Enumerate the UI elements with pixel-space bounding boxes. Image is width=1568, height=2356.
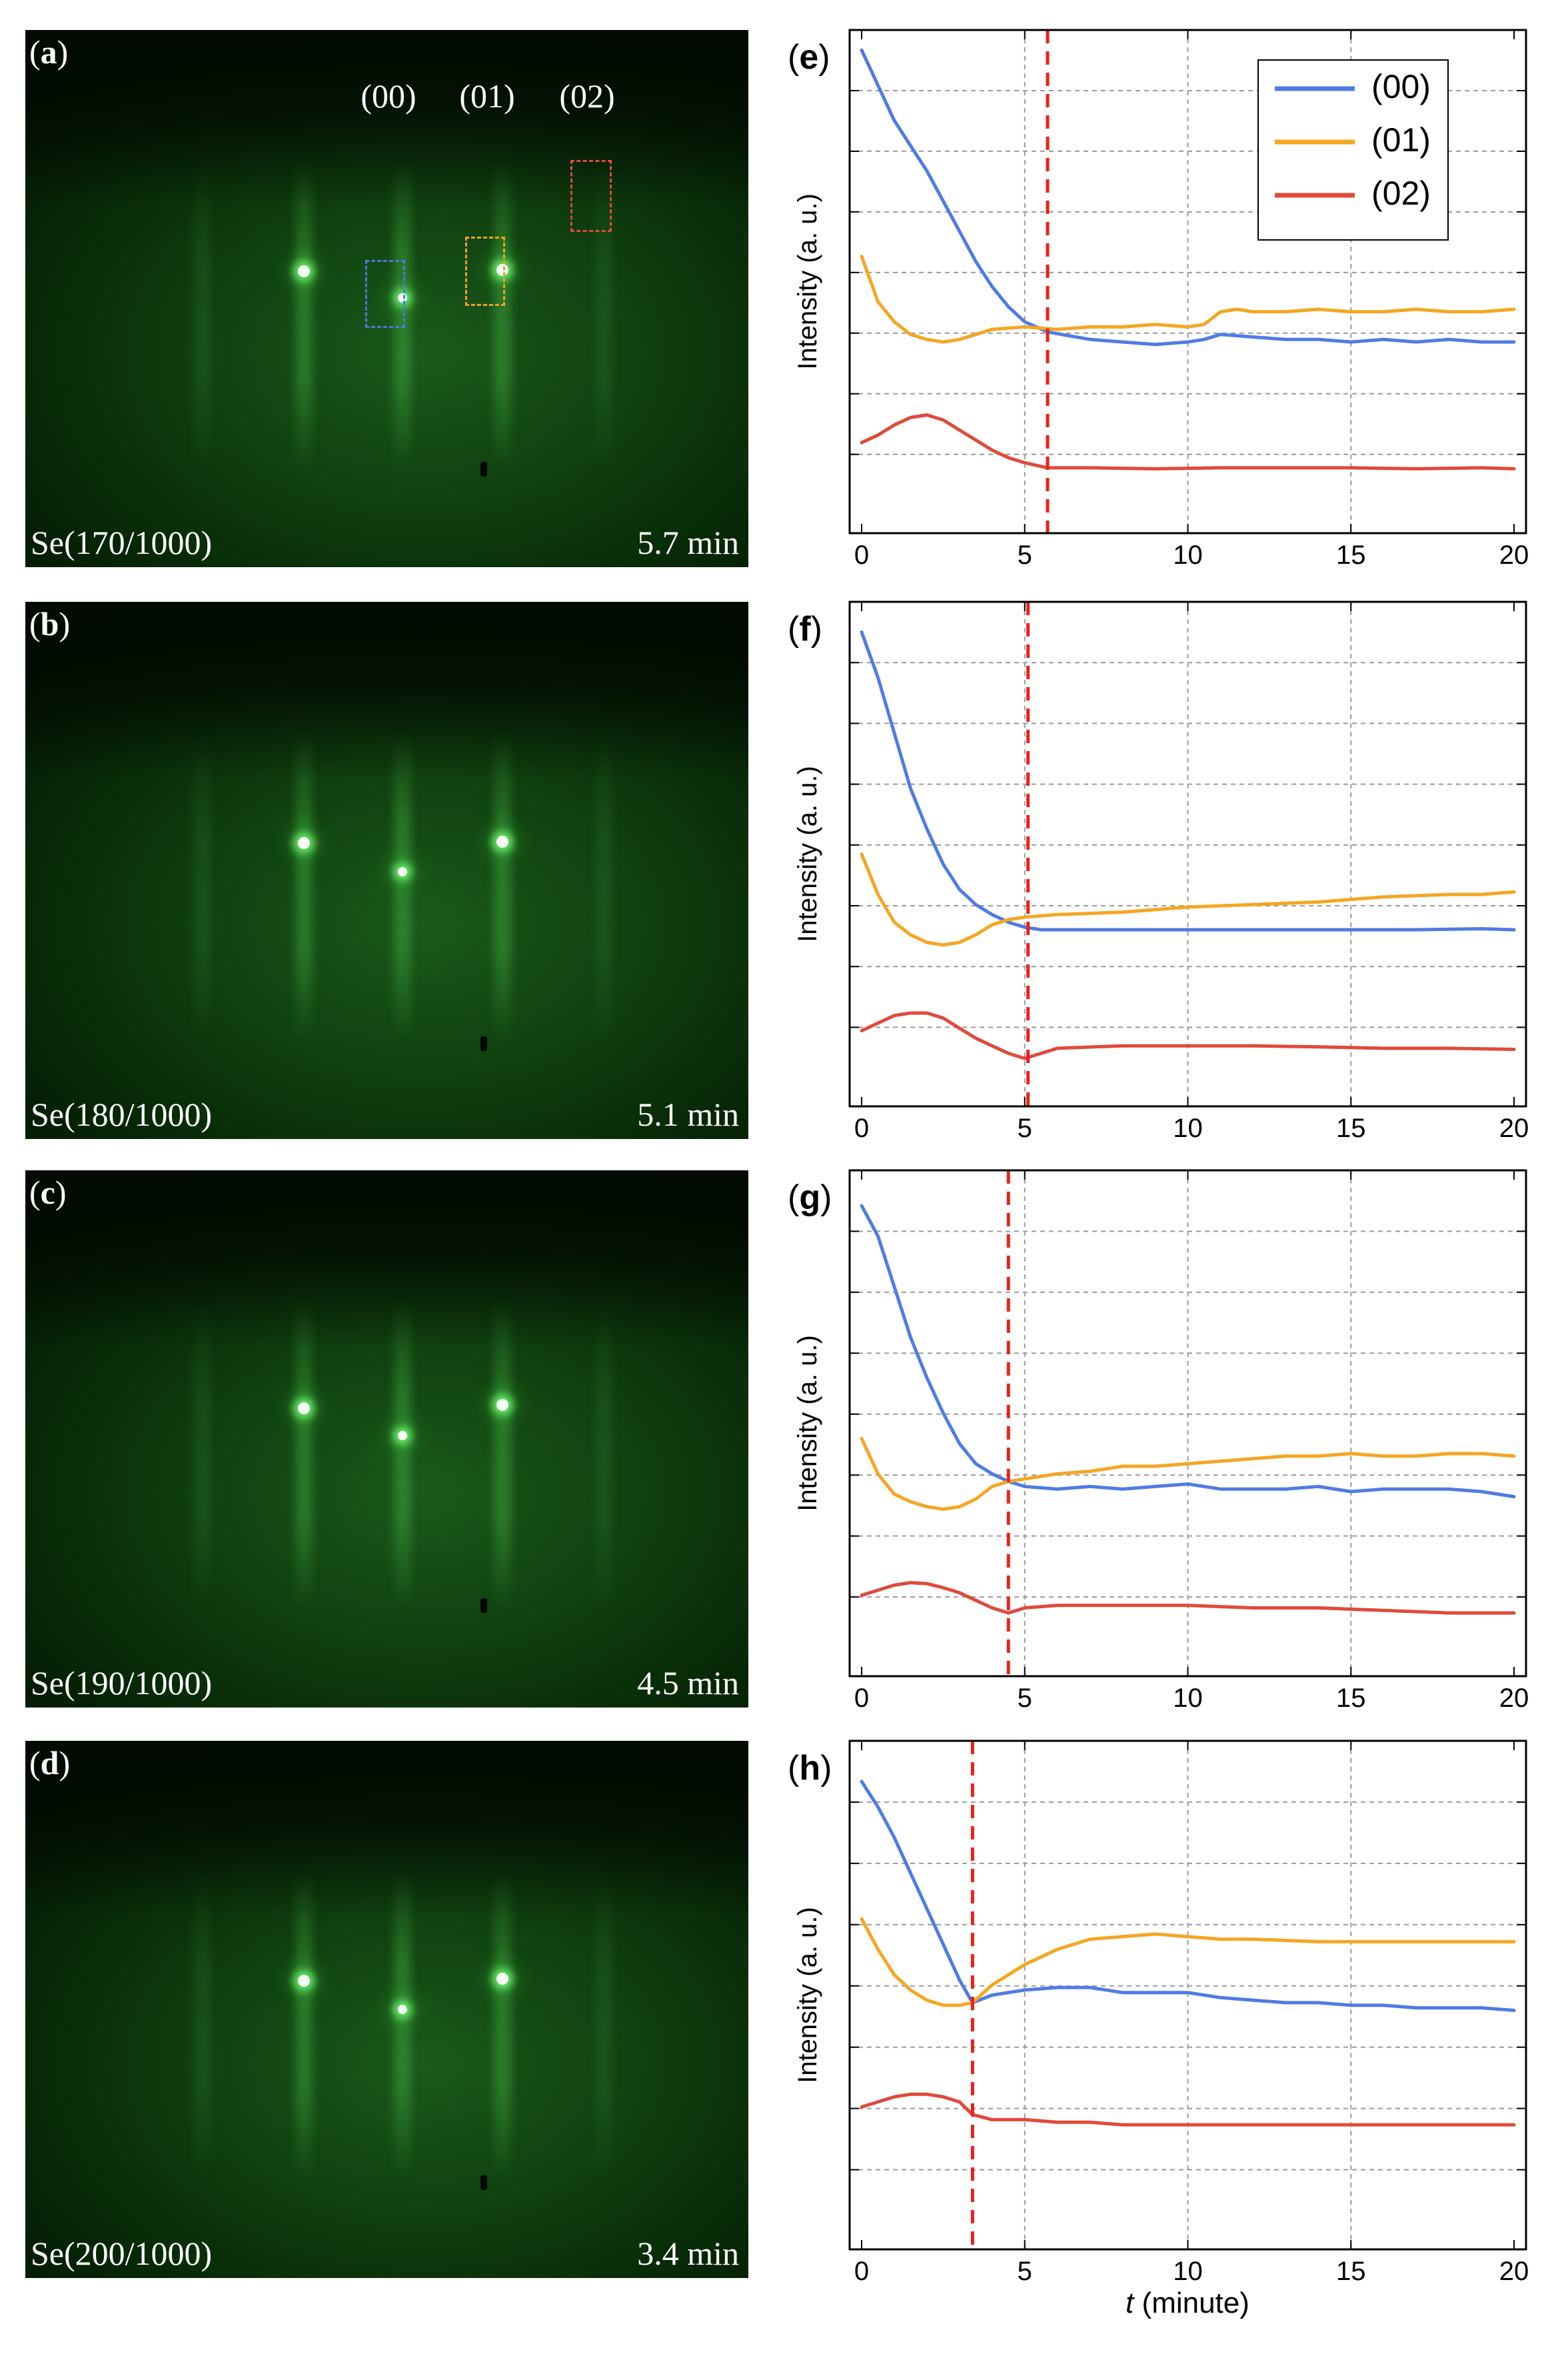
panel-label: (g): [788, 1178, 832, 1217]
x-tick-label: 5: [1018, 541, 1032, 570]
series-line-00: [860, 630, 1516, 932]
series-line-02: [860, 2092, 1516, 2127]
x-tick-label: 20: [1499, 541, 1529, 570]
x-tick-label: 0: [854, 1684, 869, 1713]
diffraction-spot: [398, 2005, 407, 2014]
diffraction-spot: [298, 1402, 310, 1414]
order-label-00: (00): [361, 77, 416, 115]
panel-label: (h): [788, 1749, 832, 1787]
time-label: 3.4 min: [637, 2235, 739, 2272]
x-tick-label: 15: [1336, 1684, 1366, 1713]
rheed-panel-a: (00) (01) (02) (a) Se(170/1000) 5.7 min: [25, 30, 748, 567]
x-tick-label: 20: [1499, 1114, 1529, 1143]
x-tick-label: 5: [1018, 1684, 1032, 1713]
time-label: 5.1 min: [637, 1096, 739, 1133]
plot-frame: [848, 1169, 1527, 1678]
y-axis-label: Intensity (a. u.): [793, 1907, 822, 2083]
order-label-01: (01): [459, 77, 515, 115]
plot-frame: [848, 600, 1527, 1108]
panel-label: (e): [788, 38, 830, 77]
x-tick-label: 15: [1336, 1114, 1366, 1143]
x-tick-label: 20: [1499, 2257, 1529, 2286]
x-tick-label: 10: [1173, 2257, 1203, 2286]
x-tick-label: 20: [1499, 1684, 1529, 1713]
y-axis-label: Intensity (a. u.): [793, 193, 822, 370]
diffraction-spot: [496, 264, 508, 276]
rheed-panel-c: (c) Se(190/1000) 4.5 min: [25, 1170, 748, 1708]
series-line-02: [860, 1011, 1516, 1060]
diffraction-spot: [496, 1973, 508, 1985]
x-tick-label: 0: [854, 1114, 869, 1143]
panel-label-c: (c): [29, 1174, 67, 1211]
legend-label: (01): [1371, 121, 1431, 159]
x-tick-label: 10: [1173, 1684, 1203, 1713]
x-tick-label: 10: [1173, 541, 1203, 570]
series-line-01: [860, 255, 1516, 344]
series-line-02: [860, 1581, 1516, 1615]
x-tick-label: 5: [1018, 1114, 1032, 1143]
panel-label: (f): [788, 610, 822, 648]
roi-box-01: [465, 237, 505, 306]
x-tick-label: 0: [854, 2257, 869, 2286]
panel-label-d: (d): [29, 1744, 71, 1781]
diffraction-spot: [496, 836, 508, 848]
rheed-panel-d: (d) Se(200/1000) 3.4 min: [25, 1741, 748, 2278]
y-axis-label: Intensity (a. u.): [793, 1335, 822, 1512]
x-tick-label: 5: [1018, 2257, 1032, 2286]
y-axis-label: Intensity (a. u.): [793, 766, 822, 942]
condition-label: Se(190/1000): [31, 1664, 213, 1702]
roi-box-00: [365, 260, 405, 328]
plot-frame: [848, 29, 1527, 535]
legend-label: (02): [1371, 175, 1431, 212]
rheed-panel-b: (b) Se(180/1000) 5.1 min: [25, 602, 748, 1139]
panel-label-b: (b): [29, 605, 71, 642]
diffraction-spot: [298, 837, 310, 849]
diffraction-spot: [298, 265, 310, 277]
time-label: 4.5 min: [637, 1664, 739, 1702]
series-line-00: [860, 1779, 1516, 2012]
panel-label-a: (a): [29, 33, 69, 71]
time-label: 5.7 min: [637, 524, 739, 561]
x-axis-label: t (minute): [1126, 2287, 1249, 2319]
diffraction-spot: [398, 867, 407, 876]
x-tick-label: 15: [1336, 541, 1366, 570]
x-tick-label: 15: [1336, 2257, 1366, 2286]
series-line-01: [860, 1436, 1516, 1511]
roi-box-02: [570, 160, 612, 232]
series-line-02: [860, 413, 1516, 471]
series-line-01: [860, 852, 1516, 947]
series-line-01: [860, 1917, 1516, 2007]
series-line-00: [860, 1204, 1516, 1499]
x-tick-label: 10: [1173, 1114, 1203, 1143]
condition-label: Se(170/1000): [31, 524, 213, 561]
diffraction-spot: [496, 1399, 508, 1411]
condition-label: Se(200/1000): [31, 2235, 213, 2272]
diffraction-spot: [398, 1431, 407, 1440]
order-label-02: (02): [559, 77, 615, 115]
x-tick-label: 0: [854, 541, 869, 570]
diffraction-spot: [298, 1975, 310, 1987]
plot-frame: [848, 1740, 1527, 2251]
legend-label: (00): [1371, 68, 1431, 105]
condition-label: Se(180/1000): [31, 1096, 213, 1133]
series-line-00: [860, 48, 1516, 347]
